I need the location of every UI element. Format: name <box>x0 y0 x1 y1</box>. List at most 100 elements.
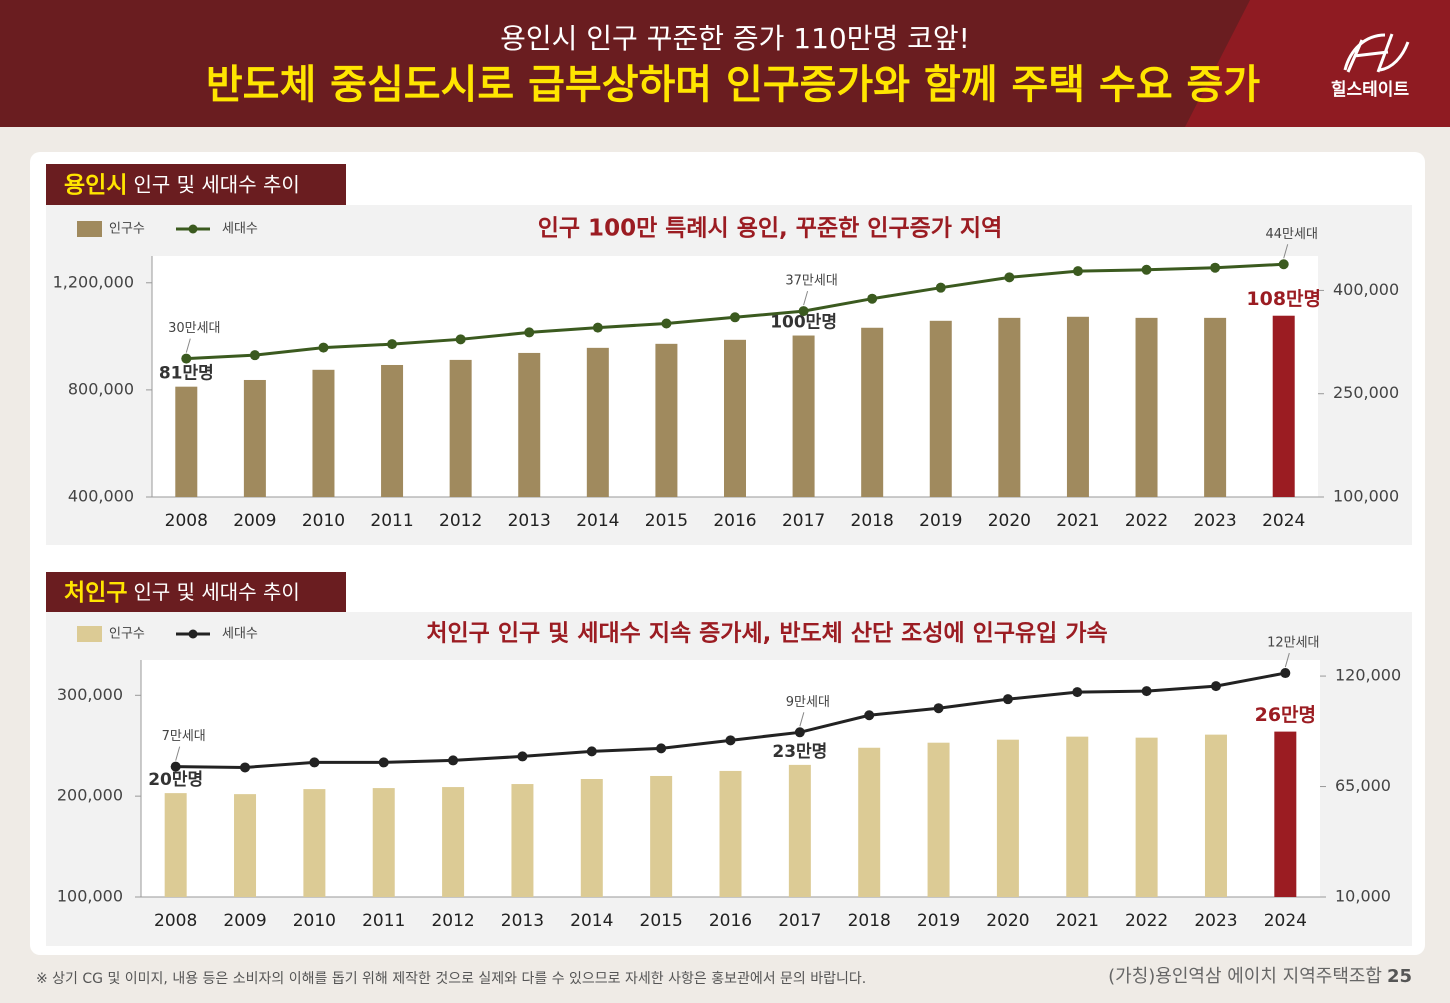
header-subtitle: 반도체 중심도시로 급부상하며 인구증가와 함께 주택 수요 증가 <box>206 62 1260 108</box>
label-leader <box>1283 244 1289 259</box>
bar <box>381 364 404 497</box>
x-tick-label: 2016 <box>713 511 756 531</box>
bar <box>243 379 266 497</box>
line-value-label: 12만세대 <box>1267 636 1319 651</box>
bar <box>1274 731 1297 897</box>
x-tick-label: 2020 <box>988 511 1031 531</box>
line-value-label: 7만세대 <box>162 729 206 744</box>
bar-value-label: 26만명 <box>1255 704 1316 726</box>
chart-title: 처인구 인구 및 세대수 지속 증가세, 반도체 산단 조성에 인구유입 가속 <box>426 621 1107 647</box>
y-tick-label: 100,000 <box>57 887 123 906</box>
x-tick-label: 2011 <box>362 911 405 931</box>
x-tick-label: 2024 <box>1262 511 1305 531</box>
bar <box>312 369 335 497</box>
y2-tick-label: 100,000 <box>1333 487 1399 506</box>
line-point <box>935 282 946 293</box>
y2-tick-label: 10,000 <box>1335 887 1391 906</box>
bar <box>861 327 884 497</box>
bar <box>1272 315 1295 497</box>
section-header-highlight: 처인구 <box>64 580 127 606</box>
section-header-box <box>46 572 346 612</box>
bar <box>1135 737 1158 897</box>
bar <box>996 739 1019 897</box>
line-point <box>240 762 251 773</box>
line-point <box>378 757 389 768</box>
bar <box>175 386 198 497</box>
line-point <box>794 727 805 738</box>
section-header-text: 인구 및 세대수 추이 <box>133 580 299 604</box>
bar <box>442 787 465 897</box>
line-point <box>730 312 740 323</box>
bar-value-label: 81만명 <box>159 364 214 384</box>
x-tick-label: 2016 <box>709 911 752 931</box>
legend-label: 인구수 <box>109 222 145 237</box>
line-point <box>387 339 398 350</box>
x-tick-label: 2014 <box>570 911 613 931</box>
section-header-highlight: 용인시 <box>64 172 127 198</box>
bar <box>929 320 952 497</box>
line-point <box>1210 262 1221 273</box>
line-point <box>524 327 535 338</box>
x-tick-label: 2023 <box>1193 511 1236 531</box>
header-title: 용인시 인구 꾸준한 증가 110만명 코앞! <box>500 22 970 55</box>
line-point <box>933 703 944 714</box>
line-point <box>864 710 875 721</box>
x-tick-label: 2022 <box>1125 511 1168 531</box>
y-tick-label: 300,000 <box>57 685 123 704</box>
footer-project: (가칭)용인역삼 에이치 지역주택조합 <box>1108 966 1382 987</box>
legend-dot <box>188 224 198 234</box>
y-tick-label: 1,200,000 <box>53 272 134 291</box>
section-header: 용인시 인구 및 세대수 추이 <box>64 172 300 198</box>
x-tick-label: 2018 <box>848 911 891 931</box>
x-tick-label: 2021 <box>1056 911 1099 931</box>
line-point <box>309 757 320 768</box>
y2-tick-label: 400,000 <box>1333 280 1399 299</box>
bar <box>372 788 395 897</box>
x-tick-label: 2009 <box>223 911 266 931</box>
x-tick-label: 2008 <box>165 511 208 531</box>
line-point <box>1072 266 1083 277</box>
line-point <box>517 751 528 762</box>
bar-value-label: 23만명 <box>772 742 827 762</box>
line-point <box>318 342 329 353</box>
x-tick-label: 2012 <box>439 511 482 531</box>
bar <box>655 343 678 497</box>
x-tick-label: 2010 <box>293 911 336 931</box>
bar <box>724 339 746 497</box>
legend-label: 세대수 <box>222 627 258 642</box>
label-leader <box>1284 652 1290 668</box>
section-header-text: 인구 및 세대수 추이 <box>133 172 299 196</box>
line-value-label: 30만세대 <box>168 321 220 336</box>
bar <box>586 347 609 497</box>
line-point <box>170 761 181 772</box>
x-tick-label: 2018 <box>851 511 894 531</box>
bar <box>998 317 1021 497</box>
label-leader <box>803 290 809 306</box>
line-point <box>867 293 878 304</box>
line-point <box>1278 259 1289 270</box>
legend-label: 인구수 <box>109 627 145 642</box>
x-tick-label: 2015 <box>645 511 688 531</box>
line-value-label: 44만세대 <box>1265 227 1317 242</box>
x-tick-label: 2013 <box>508 511 551 531</box>
bar <box>1066 736 1089 897</box>
legend-dot <box>188 629 198 639</box>
bar <box>1204 317 1227 497</box>
bar-value-label: 100만명 <box>770 313 837 333</box>
bar <box>719 770 742 897</box>
bar <box>511 784 534 897</box>
bar <box>927 742 950 897</box>
bar <box>1066 316 1089 497</box>
x-tick-label: 2008 <box>154 911 197 931</box>
bar-value-label: 108만명 <box>1246 288 1321 310</box>
line-point <box>661 318 672 329</box>
logo-text: 힐스테이트 <box>1331 79 1410 100</box>
header-accent <box>1185 0 1450 127</box>
x-tick-label: 2024 <box>1264 911 1307 931</box>
bar <box>650 775 673 897</box>
line-point <box>1072 687 1083 698</box>
y2-tick-label: 250,000 <box>1333 383 1399 402</box>
y-tick-label: 400,000 <box>68 487 134 506</box>
bar <box>303 789 326 897</box>
